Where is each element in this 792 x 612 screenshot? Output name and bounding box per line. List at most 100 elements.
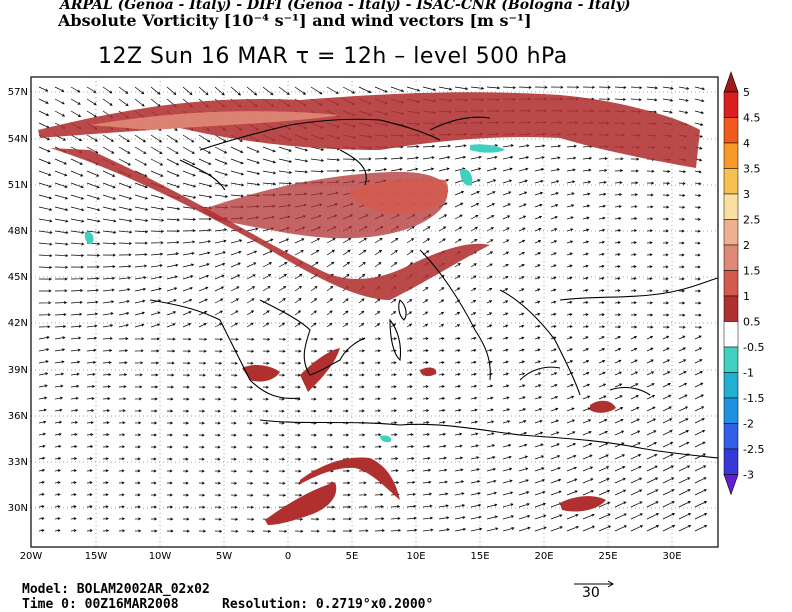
wind-arrow	[390, 385, 397, 389]
wind-arrow	[38, 277, 53, 281]
wind-arrow	[550, 384, 558, 388]
wind-arrow	[54, 301, 68, 305]
wind-arrow	[454, 262, 461, 268]
colorbar-segment	[723, 397, 739, 424]
wind-arrow	[582, 156, 593, 160]
colorbar-label: -2.5	[743, 443, 764, 456]
wind-arrow	[438, 349, 445, 352]
wind-arrow	[550, 466, 561, 472]
wind-arrow	[582, 228, 590, 232]
colorbar-segment	[723, 168, 739, 195]
wind-arrow	[326, 261, 335, 268]
wind-arrow	[182, 251, 195, 256]
wind-arrow	[150, 134, 163, 143]
wind-arrow	[214, 481, 222, 485]
wind-arrow	[663, 217, 670, 221]
wind-arrow	[246, 529, 255, 533]
wind-arrow	[54, 372, 65, 376]
wind-arrow	[86, 98, 97, 106]
vorticity-iberia-blob	[242, 365, 280, 382]
colorbar-label: 5	[743, 86, 750, 99]
wind-arrow	[662, 98, 674, 102]
colorbar: 5 4.5 4 3.5 3 2.5 2 1.5 1 0.5 -0.5 -1 -1.5 -2 -2.5 -3	[723, 71, 764, 496]
wind-arrow	[38, 146, 51, 153]
wind-arrow	[614, 430, 625, 436]
wind-arrow	[134, 252, 148, 256]
wind-arrow	[294, 170, 309, 174]
wind-arrow	[566, 454, 577, 460]
wind-arrow	[214, 251, 227, 256]
wind-arrow	[38, 396, 48, 400]
wind-arrow	[438, 492, 449, 496]
wind-arrow	[486, 479, 497, 484]
wind-arrow	[566, 490, 578, 496]
wind-arrow	[278, 409, 285, 413]
wind-arrow	[406, 311, 413, 316]
wind-arrow	[86, 360, 97, 364]
wind-arrow	[118, 276, 131, 280]
wind-arrow	[182, 469, 189, 473]
wind-arrow	[646, 229, 654, 233]
wind-arrow	[198, 421, 205, 425]
wind-arrow	[630, 347, 638, 352]
wind-arrow	[566, 180, 576, 184]
wind-arrow	[230, 505, 238, 509]
wind-arrow	[454, 202, 464, 208]
wind-arrow	[390, 361, 397, 365]
wind-arrow	[151, 493, 157, 497]
wind-arrow	[486, 155, 498, 160]
wind-arrow	[470, 503, 482, 508]
wind-arrow	[182, 373, 191, 377]
wind-arrow	[454, 86, 469, 91]
wind-arrow	[182, 298, 193, 304]
wind-arrow	[262, 286, 271, 292]
wind-arrow	[342, 86, 356, 94]
wind-arrow	[550, 431, 560, 436]
wind-arrow	[406, 516, 417, 520]
wind-arrow	[198, 445, 205, 449]
wind-arrow	[646, 383, 655, 388]
wind-arrow	[150, 252, 164, 256]
wind-arrow	[198, 158, 212, 165]
wind-arrow	[278, 481, 286, 485]
wind-arrow	[198, 298, 208, 304]
wind-arrow	[118, 98, 129, 107]
wind-arrow	[662, 406, 672, 412]
vorticity-libya	[560, 496, 606, 512]
wind-arrow	[646, 418, 657, 424]
wind-arrow	[262, 146, 276, 153]
wind-arrow	[662, 325, 670, 329]
colorbar-label: 3.5	[743, 163, 761, 176]
wind-arrow	[86, 493, 93, 497]
wind-arrow	[406, 385, 413, 389]
wind-arrow	[694, 241, 701, 245]
wind-arrow	[390, 86, 404, 93]
wind-arrow	[54, 384, 64, 388]
wind-arrow	[486, 420, 495, 424]
lon-label: 10W	[149, 551, 172, 562]
wind-arrow	[662, 501, 675, 508]
wind-arrow	[550, 514, 563, 520]
wind-arrow	[566, 168, 576, 172]
wind-arrow	[406, 349, 413, 353]
wind-arrow	[118, 230, 133, 234]
wind-arrow	[182, 433, 189, 437]
wind-arrow	[134, 146, 147, 154]
wind-arrow	[502, 420, 511, 424]
wind-arrow	[230, 457, 237, 461]
wind-arrow	[662, 86, 674, 90]
wind-arrow	[550, 372, 558, 376]
wind-arrow	[342, 493, 351, 497]
wind-arrow	[694, 501, 708, 508]
wind-arrow	[326, 505, 336, 509]
wind-arrow	[102, 433, 110, 437]
wind-arrow	[662, 265, 669, 269]
wind-arrow	[182, 263, 195, 268]
wind-arrow	[518, 288, 525, 292]
wind-arrow	[406, 528, 418, 532]
wind-arrow	[406, 156, 420, 160]
wind-arrow	[518, 443, 528, 448]
wind-arrow	[134, 421, 142, 425]
wind-arrow	[294, 385, 301, 389]
wind-arrow	[54, 408, 63, 412]
